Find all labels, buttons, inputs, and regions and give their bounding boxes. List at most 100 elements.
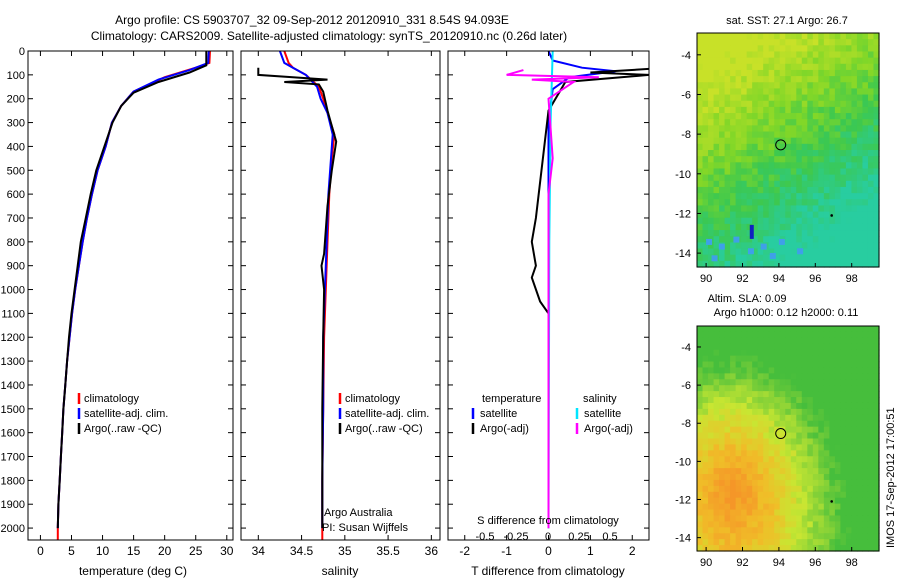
map-cell xyxy=(823,168,830,176)
series-line-2 xyxy=(56,51,208,529)
map-y-tick-label: -14 xyxy=(675,248,691,260)
map-cell xyxy=(779,168,786,176)
map-cell xyxy=(829,106,836,114)
map-cell xyxy=(856,260,864,268)
map-cell xyxy=(801,373,808,380)
map-cell xyxy=(763,414,770,422)
map-cell xyxy=(801,162,808,170)
map-cell xyxy=(752,162,759,170)
map-cell xyxy=(708,373,715,380)
map-cell xyxy=(741,402,748,410)
map-cell xyxy=(702,485,709,493)
y-tick-label: 100 xyxy=(7,70,25,82)
map-cell xyxy=(812,420,819,428)
x-tick-label: 35.5 xyxy=(376,544,400,558)
map-cell xyxy=(818,391,825,398)
map-cell xyxy=(774,468,781,475)
map-cell xyxy=(856,199,864,207)
map-cell xyxy=(818,385,825,392)
map-cell xyxy=(790,57,797,65)
map-cell xyxy=(812,450,819,457)
map-cell xyxy=(746,168,753,176)
map-cell xyxy=(796,76,803,83)
map-cell xyxy=(862,193,869,200)
map-cell xyxy=(719,533,726,540)
map-cell xyxy=(801,106,808,114)
map-cell xyxy=(862,254,869,262)
map-cell xyxy=(873,51,880,59)
map-cell xyxy=(719,438,726,446)
map-cell xyxy=(823,125,830,133)
map-cell xyxy=(724,100,731,108)
map-cell xyxy=(807,349,814,357)
map-cell xyxy=(829,254,836,262)
map-cell xyxy=(746,497,753,505)
map-cell xyxy=(867,497,875,505)
map-cell xyxy=(812,497,819,505)
y-tick-label: 1500 xyxy=(1,404,25,416)
map-cell xyxy=(829,438,836,446)
map-cell xyxy=(708,254,715,262)
map-cell xyxy=(834,119,841,126)
map-cell xyxy=(851,94,858,102)
map-cell xyxy=(702,143,709,151)
map-cell xyxy=(862,143,869,151)
map-cell xyxy=(812,39,819,46)
map-cell xyxy=(730,254,737,262)
map-cell xyxy=(818,242,825,250)
map-cell xyxy=(746,521,753,528)
map-cell xyxy=(741,51,748,59)
map-cell xyxy=(796,479,803,487)
map-cell xyxy=(840,331,847,339)
map-cell xyxy=(768,491,775,499)
map-cell xyxy=(818,367,825,374)
map-cell xyxy=(862,131,869,139)
map-cell xyxy=(763,527,770,534)
map-cell xyxy=(790,199,797,207)
map-cell xyxy=(790,361,797,369)
map-cell xyxy=(785,248,792,256)
map-cell xyxy=(845,515,853,522)
map-cell xyxy=(840,82,847,90)
map-cell xyxy=(713,450,720,457)
map-cell xyxy=(785,57,792,65)
map-cell xyxy=(730,444,737,451)
map-cell xyxy=(790,408,797,416)
map-cell xyxy=(768,168,775,176)
map-cell xyxy=(741,174,748,182)
map-cell xyxy=(719,450,726,457)
map-cell xyxy=(845,426,853,434)
map-cell xyxy=(713,88,720,96)
map-cell xyxy=(845,509,853,517)
map-cell xyxy=(873,468,880,475)
map-cell xyxy=(862,82,869,90)
map-cell xyxy=(801,385,808,392)
map-cell xyxy=(768,479,775,487)
map-cell xyxy=(752,337,759,345)
map-cell xyxy=(757,174,764,182)
map-cell xyxy=(746,509,753,517)
map-cell xyxy=(763,450,770,457)
map-cell xyxy=(807,326,814,333)
map-cell xyxy=(724,69,731,77)
map-cell xyxy=(741,76,748,83)
map-cell xyxy=(851,337,858,345)
map-cell xyxy=(834,474,841,481)
map-cell xyxy=(779,143,786,151)
map-cell xyxy=(730,242,737,250)
map-cell xyxy=(851,509,858,517)
map-cell xyxy=(790,180,797,188)
map-cell xyxy=(746,402,753,410)
map-cell xyxy=(746,432,753,440)
map-cell xyxy=(719,33,726,40)
map-cell xyxy=(851,113,858,120)
map-cell xyxy=(774,379,781,386)
map-cell xyxy=(867,326,875,333)
map-cell xyxy=(845,391,853,398)
map-cell xyxy=(752,205,759,213)
map-cell xyxy=(735,254,742,262)
map-cell xyxy=(823,385,830,392)
map-cell xyxy=(735,349,742,357)
map-cell xyxy=(763,51,770,59)
map-cell xyxy=(713,143,720,151)
